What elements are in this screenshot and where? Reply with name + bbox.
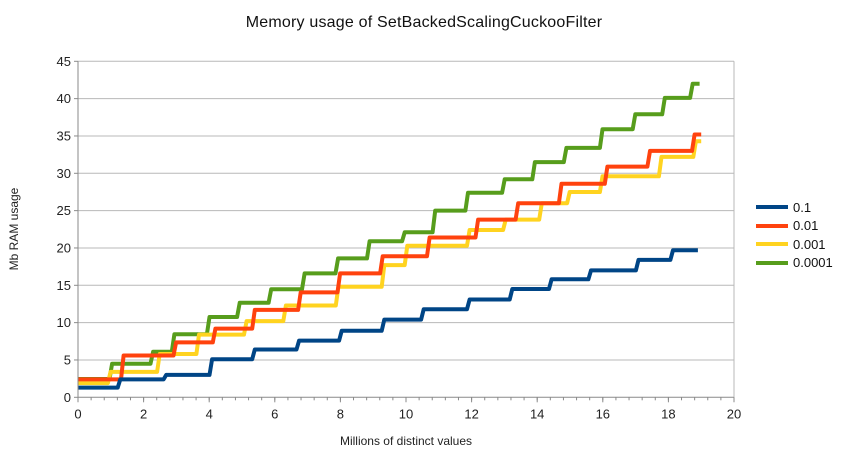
- y-tick-label-0: 0: [64, 390, 71, 405]
- x-tick-label-6: 6: [271, 406, 278, 421]
- series-line-0.1: [78, 248, 698, 390]
- x-tick-label-8: 8: [337, 406, 344, 421]
- y-tick-label-15: 15: [57, 278, 71, 293]
- x-tick-label-2: 2: [140, 406, 147, 421]
- y-tick-label-30: 30: [57, 166, 71, 181]
- legend-label: 0.001: [793, 236, 826, 252]
- legend-item-0.1: 0.1: [756, 198, 833, 217]
- legend-swatch-0.001: [756, 242, 788, 247]
- x-tick-label-10: 10: [399, 406, 413, 421]
- x-axis-title: Millions of distinct values: [339, 434, 473, 448]
- legend-label: 0.0001: [793, 255, 833, 271]
- x-tick-label-16: 16: [596, 406, 610, 421]
- y-tick-label-25: 25: [57, 203, 71, 218]
- y-axis-title: Mb RAM usage: [7, 187, 21, 271]
- y-tick-label-45: 45: [57, 54, 71, 69]
- x-tick-label-0: 0: [74, 406, 81, 421]
- legend-label: 0.01: [793, 218, 819, 234]
- gridlines: [78, 60, 734, 361]
- axes: [74, 60, 735, 403]
- legend-swatch-0.0001: [756, 260, 788, 265]
- tick-labels: 0 5 10 15 20 25 30 35 40 45 0 2 4 6 8 10 12 14 16 18 20: [57, 54, 742, 421]
- series-line-0.0001: [78, 81, 700, 381]
- x-tick-label-14: 14: [530, 406, 544, 421]
- legend: 0.1 0.01 0.001 0.0001: [756, 198, 833, 272]
- legend-swatch-0.1: [756, 205, 788, 210]
- chart-title: Memory usage of SetBackedScalingCuckooFi…: [245, 14, 603, 31]
- x-tick-label-12: 12: [464, 406, 478, 421]
- y-tick-label-10: 10: [57, 315, 71, 330]
- legend-swatch-0.01: [756, 223, 788, 228]
- x-tick-label-18: 18: [661, 406, 675, 421]
- legend-item-0.01: 0.01: [756, 217, 833, 236]
- y-tick-label-40: 40: [57, 91, 71, 106]
- y-tick-label-35: 35: [57, 128, 71, 143]
- series-line-0.01: [78, 132, 702, 382]
- x-tick-label-20: 20: [727, 406, 741, 421]
- y-tick-label-20: 20: [57, 240, 71, 255]
- legend-label: 0.1: [793, 199, 812, 215]
- x-tick-label-4: 4: [206, 406, 213, 421]
- legend-item-0.001: 0.001: [756, 235, 833, 254]
- y-tick-label-5: 5: [64, 352, 71, 367]
- data-series: [78, 81, 702, 390]
- legend-item-0.0001: 0.0001: [756, 254, 833, 273]
